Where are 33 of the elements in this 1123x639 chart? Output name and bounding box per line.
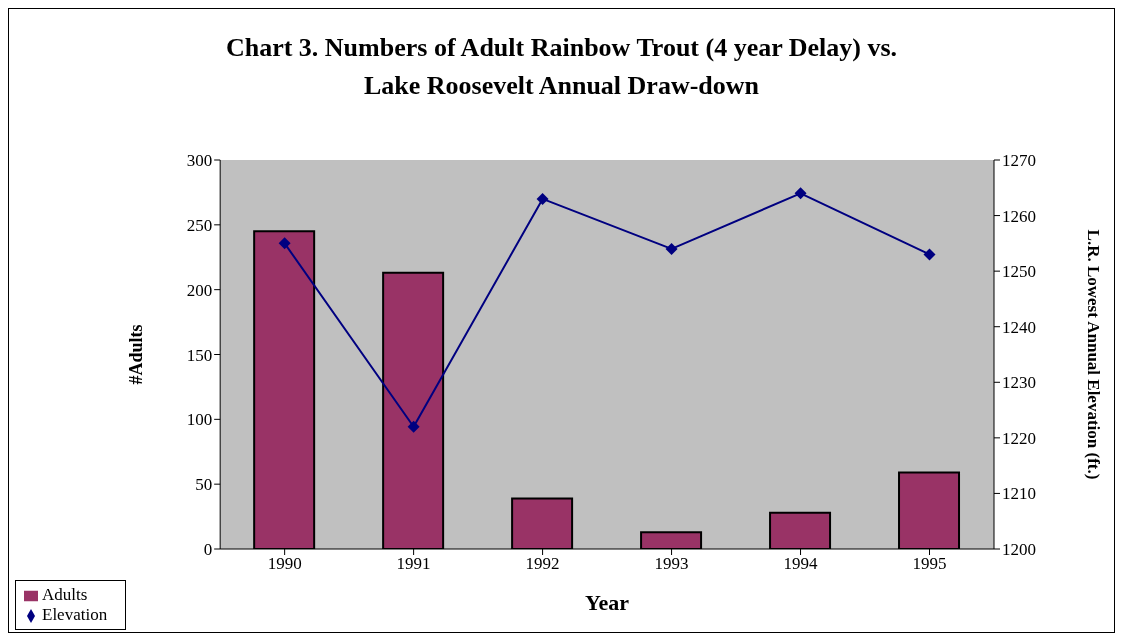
x-tick-label: 1995: [912, 554, 947, 574]
x-tick-label: 1992: [525, 554, 560, 574]
point: [794, 187, 807, 200]
y-tick-label: 250: [186, 215, 213, 235]
y-tick-label: 200: [186, 280, 213, 300]
y2-tick-label: 1250: [1002, 262, 1036, 282]
y2-tick-label: 1210: [1002, 484, 1036, 504]
point: [278, 237, 291, 250]
y2-tick-label: 1240: [1002, 317, 1036, 337]
point: [923, 248, 936, 261]
x-tick-label: 1991: [396, 554, 431, 574]
y-tick-label: 0: [203, 540, 213, 560]
x-axis-title: Year: [585, 590, 630, 615]
y2-tick-label: 1200: [1002, 540, 1036, 560]
point: [536, 192, 549, 205]
legend-label: Adults: [42, 585, 88, 604]
x-tick-label: 1994: [783, 554, 819, 574]
point: [665, 242, 678, 255]
chart-title: Chart 3. Numbers of Adult Rainbow Trout (4 year Delay) vs. Lake Roosevelt Annual Draw-down: [224, 32, 899, 102]
y-tick-label: 100: [186, 410, 213, 430]
y2-tick-label: 1260: [1002, 206, 1036, 226]
y-tick-label: 50: [195, 475, 213, 495]
y2-tick-label: 1230: [1002, 373, 1036, 393]
y2-axis-title: L.R. Lowest Annual Elevation (ft.): [1083, 229, 1103, 480]
legend-label: Elevation: [42, 605, 108, 624]
y2-tick-label: 1270: [1002, 151, 1036, 171]
point: [407, 420, 420, 433]
y2-tick-label: 1220: [1002, 428, 1036, 448]
y-tick-label: 300: [186, 151, 213, 171]
x-tick-label: 1990: [267, 554, 302, 574]
x-tick-label: 1993: [654, 554, 689, 574]
y-axis-title: #Adults: [125, 324, 146, 385]
y-tick-label: 150: [186, 345, 213, 365]
